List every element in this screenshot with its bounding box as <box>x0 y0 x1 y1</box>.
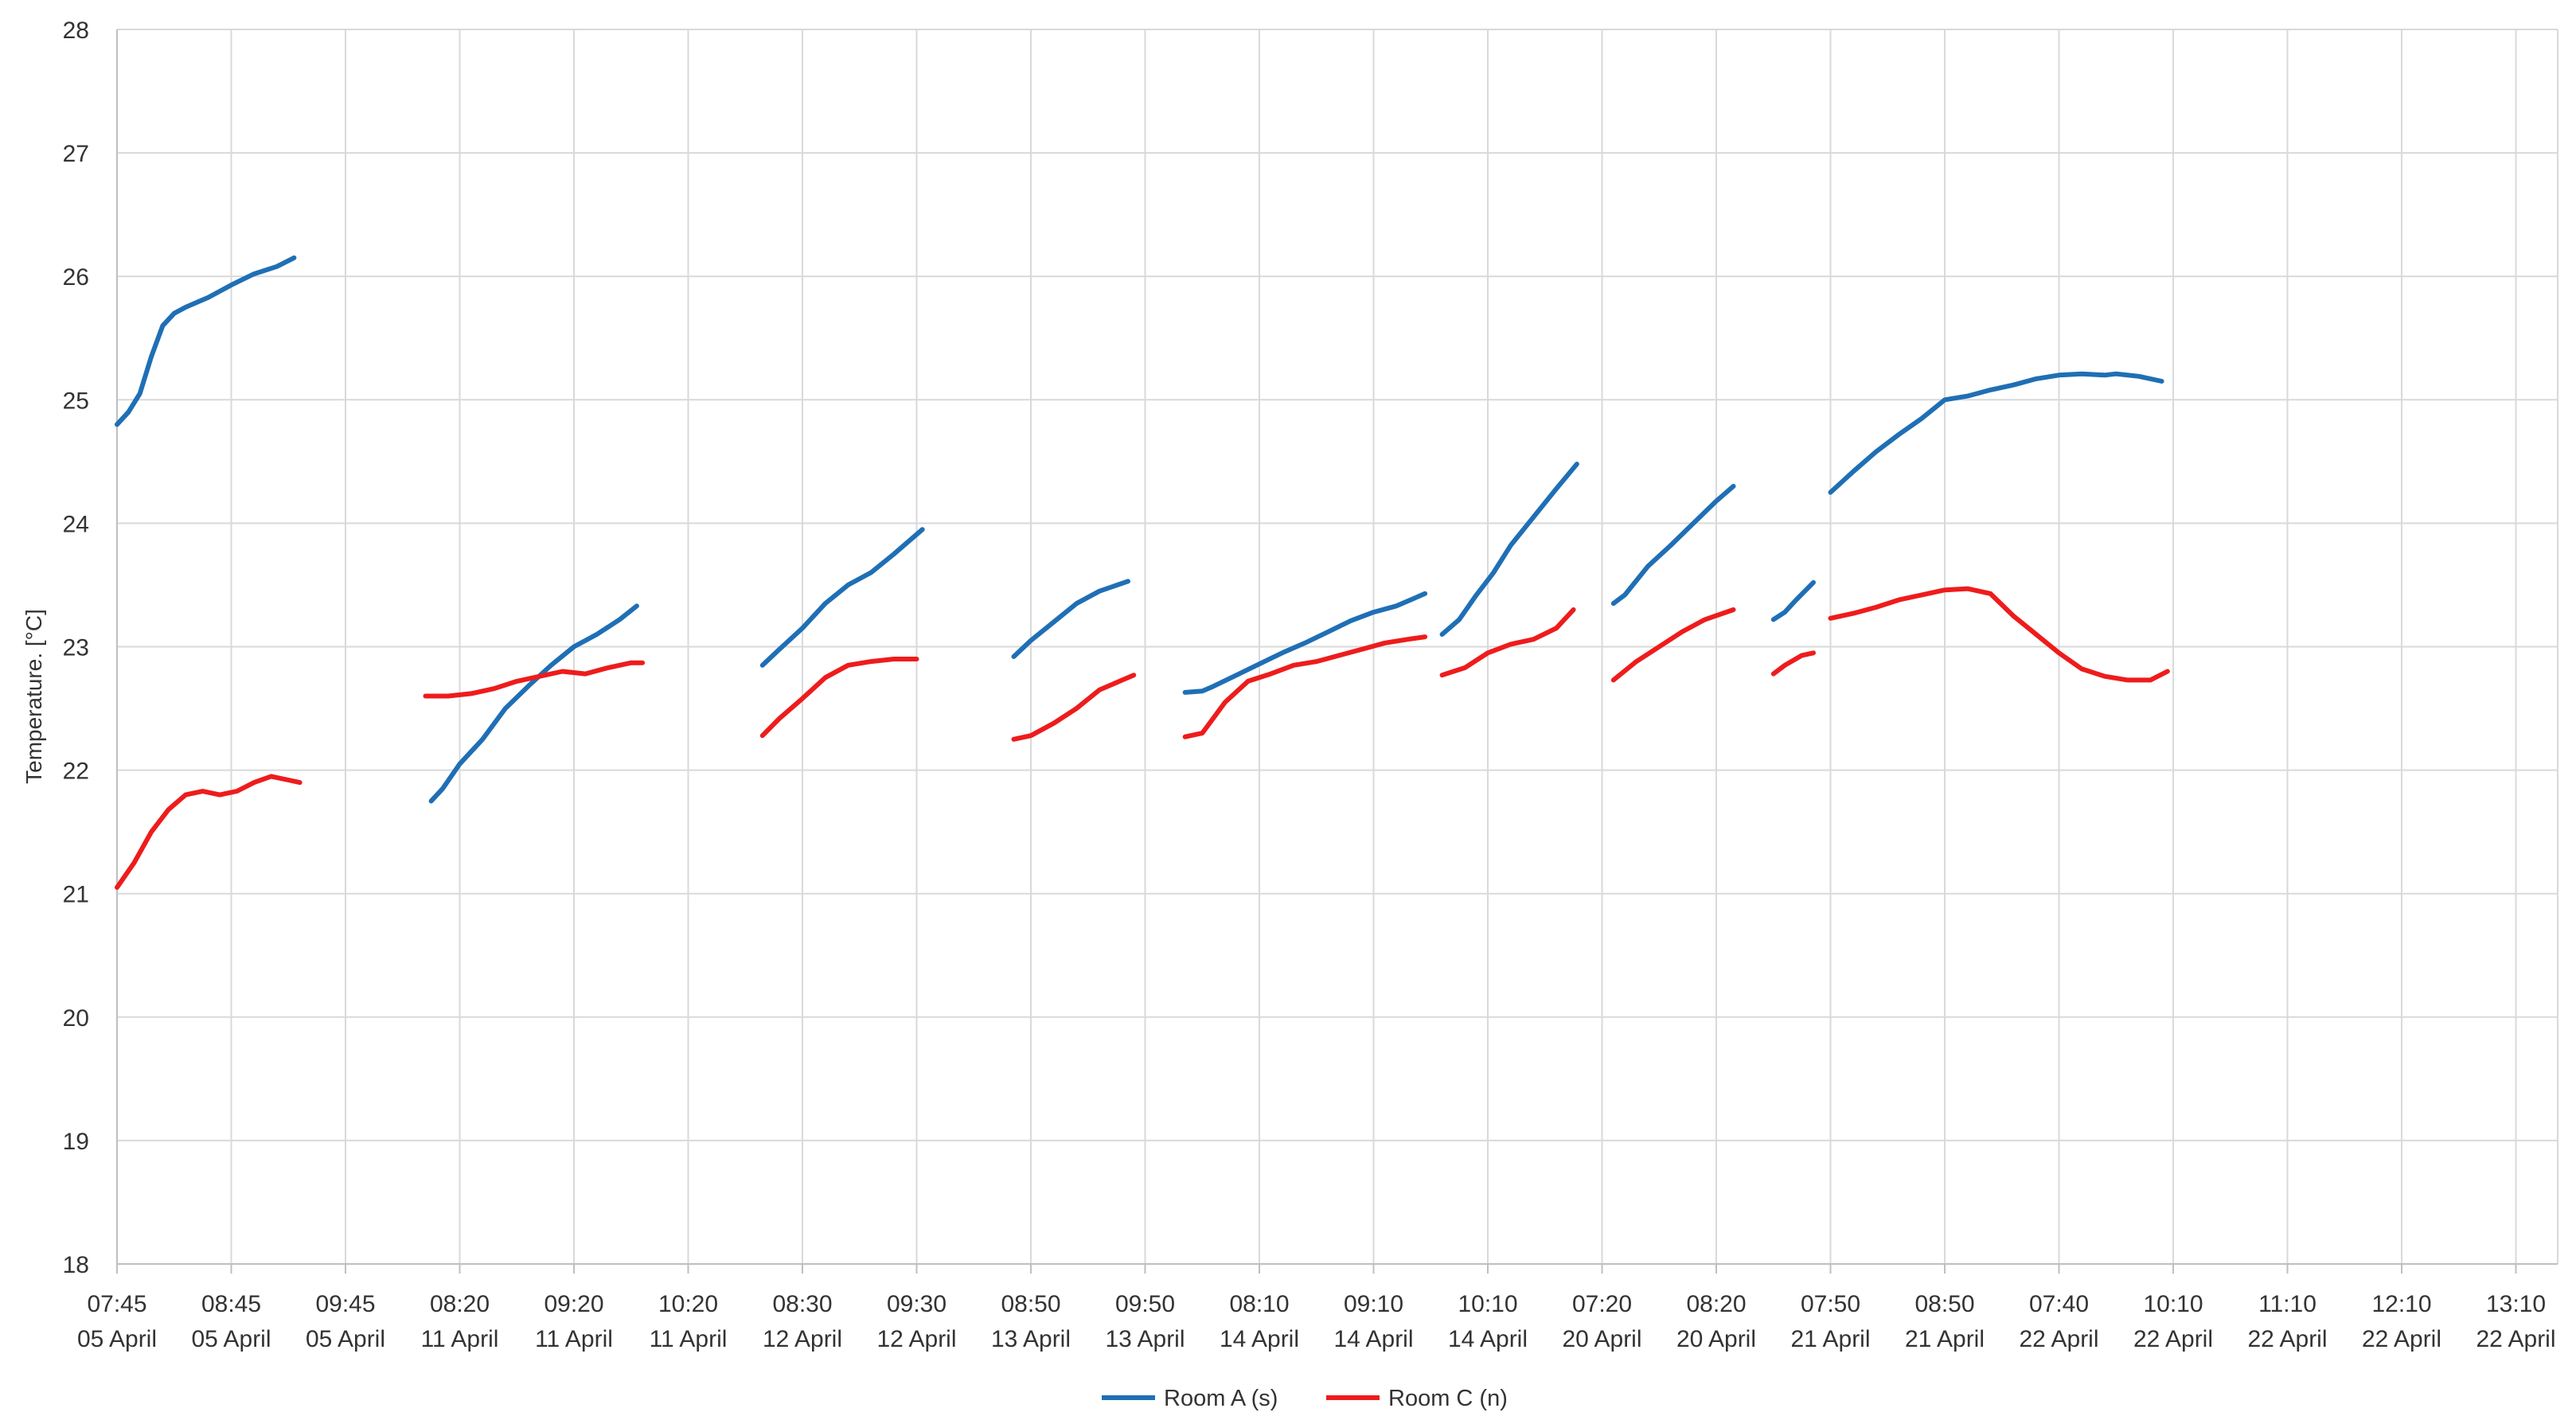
series-line-room-a-s <box>1828 371 2164 495</box>
x-tick-time: 08:20 <box>1686 1291 1746 1317</box>
axes <box>116 29 2558 1274</box>
x-tick-date: 21 April <box>1905 1326 1985 1352</box>
x-tick-date: 20 April <box>1676 1326 1756 1352</box>
x-tick-date: 22 April <box>2247 1326 2327 1352</box>
y-tick-label: 22 <box>63 759 89 785</box>
series-line-room-a-s <box>1182 591 1428 695</box>
x-tick-date: 14 April <box>1220 1326 1299 1352</box>
series-line-room-a-s <box>428 603 639 804</box>
series-line-room-a-s <box>1011 579 1130 659</box>
x-tick-date: 05 April <box>191 1326 271 1352</box>
series-line-room-c-n <box>423 660 646 699</box>
x-tick-time: 08:45 <box>201 1291 261 1317</box>
x-tick-date: 11 April <box>421 1326 499 1352</box>
series-line-room-c-n <box>1828 586 2170 683</box>
x-tick-time: 08:50 <box>1001 1291 1060 1317</box>
x-tick-time: 11:10 <box>2258 1291 2316 1317</box>
x-tick-time: 12:10 <box>2371 1291 2431 1317</box>
x-tick-time: 09:45 <box>315 1291 375 1317</box>
x-tick-time: 08:50 <box>1914 1291 1974 1317</box>
x-tick-date: 11 April <box>535 1326 613 1352</box>
x-tick-date: 22 April <box>2362 1326 2441 1352</box>
series-line-room-a-s <box>115 255 297 427</box>
x-tick-time: 10:10 <box>1458 1291 1517 1317</box>
series-line-room-a-s <box>1610 483 1736 607</box>
y-tick-label: 28 <box>63 18 89 44</box>
series-line-room-c-n <box>115 774 302 890</box>
x-tick-time: 07:20 <box>1572 1291 1632 1317</box>
x-tick-date: 13 April <box>991 1326 1071 1352</box>
legend: Room A (s) Room C (n) <box>1102 1386 1508 1411</box>
y-tick-label: 20 <box>63 1005 89 1032</box>
series-line-room-c-n <box>1610 607 1736 683</box>
x-tick-time: 07:45 <box>87 1291 146 1317</box>
y-tick-label: 23 <box>63 635 89 661</box>
data-series <box>115 255 2170 890</box>
x-tick-date: 14 April <box>1333 1326 1413 1352</box>
x-tick-date: 14 April <box>1448 1326 1528 1352</box>
x-tick-time: 09:30 <box>887 1291 946 1317</box>
x-tick-time: 09:10 <box>1344 1291 1403 1317</box>
x-tick-date: 13 April <box>1105 1326 1185 1352</box>
series-line-room-c-n <box>1770 650 1816 677</box>
y-tick-label: 19 <box>63 1129 89 1155</box>
series-line-room-a-s <box>759 527 925 668</box>
series-line-room-c-n <box>1182 634 1428 739</box>
y-axis-label: Temperature. [°C] <box>21 609 46 784</box>
y-tick-label: 18 <box>63 1252 89 1278</box>
series-line-room-c-n <box>759 657 919 739</box>
x-tick-date: 22 April <box>2019 1326 2098 1352</box>
series-line-room-c-n <box>1439 607 1576 678</box>
x-tick-date: 12 April <box>876 1326 956 1352</box>
x-tick-date: 20 April <box>1562 1326 1641 1352</box>
x-tick-date: 05 April <box>306 1326 385 1352</box>
x-tick-time: 07:50 <box>1801 1291 1860 1317</box>
x-tick-time: 09:50 <box>1115 1291 1175 1317</box>
x-tick-time: 08:10 <box>1229 1291 1289 1317</box>
x-tick-date: 12 April <box>763 1326 842 1352</box>
x-tick-date: 22 April <box>2133 1326 2213 1352</box>
y-tick-label: 24 <box>63 511 89 537</box>
x-tick-time: 13:10 <box>2486 1291 2546 1317</box>
x-tick-date: 11 April <box>650 1326 728 1352</box>
series-line-room-a-s <box>1439 462 1579 637</box>
series-line-room-a-s <box>1770 579 1816 622</box>
x-tick-date: 21 April <box>1790 1326 1870 1352</box>
x-tick-time: 10:10 <box>2143 1291 2203 1317</box>
series-line-room-c-n <box>1011 673 1137 742</box>
x-tick-date: 22 April <box>2476 1326 2555 1352</box>
x-tick-date: 05 April <box>77 1326 157 1352</box>
y-tick-label: 26 <box>63 264 89 291</box>
x-tick-time: 10:20 <box>658 1291 718 1317</box>
y-tick-label: 21 <box>63 882 89 908</box>
gridlines <box>116 29 2558 1265</box>
x-tick-time: 08:30 <box>772 1291 832 1317</box>
y-tick-label: 27 <box>63 141 89 167</box>
legend-label-room-c: Room C (n) <box>1388 1386 1508 1411</box>
x-tick-labels: 07:45 05 April 08:45 05 April 09:45 05 April 0… <box>77 1291 2556 1352</box>
x-tick-time: 08:20 <box>430 1291 490 1317</box>
legend-label-room-a: Room A (s) <box>1164 1386 1278 1411</box>
y-tick-labels: 18 19 20 21 22 23 24 25 26 27 28 <box>63 18 89 1278</box>
x-tick-time: 09:20 <box>544 1291 603 1317</box>
y-tick-label: 25 <box>63 388 89 414</box>
x-tick-time: 07:40 <box>2029 1291 2089 1317</box>
